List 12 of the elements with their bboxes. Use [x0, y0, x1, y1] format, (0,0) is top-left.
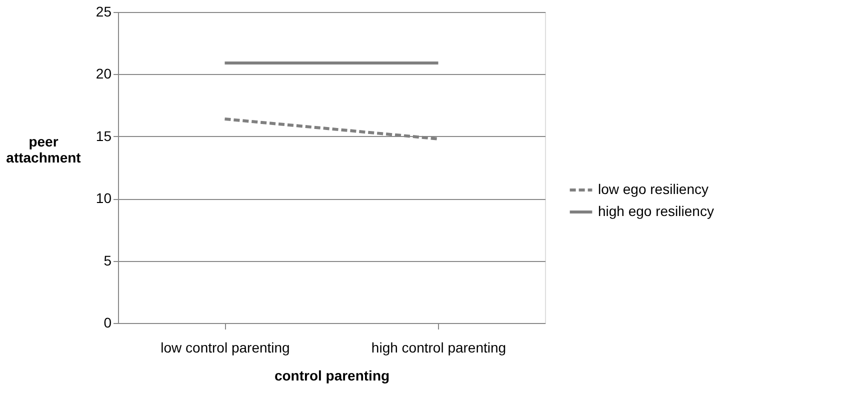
y-tick-label: 0	[104, 314, 112, 330]
legend-label: high ego resiliency	[598, 203, 714, 219]
x-tick-label: low control parenting	[160, 340, 290, 356]
y-tick-label: 25	[96, 4, 112, 20]
x-axis-title: control parenting	[274, 368, 390, 384]
y-tick-label: 10	[96, 190, 112, 206]
x-tick-label: high control parenting	[371, 340, 506, 356]
y-tick-label: 5	[104, 252, 112, 268]
y-tick-label: 20	[96, 66, 112, 82]
y-tick-label: 15	[96, 128, 112, 144]
legend-label: low ego resiliency	[598, 181, 708, 197]
y-axis-title: peer attachment	[6, 134, 82, 166]
